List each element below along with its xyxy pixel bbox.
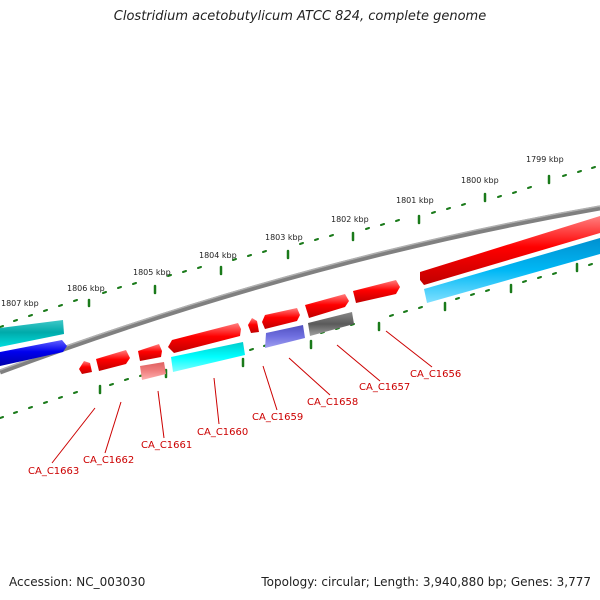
gene-label[interactable]: CA_C1656 <box>410 369 461 380</box>
ruler-label-1800: 1800 kbp <box>461 176 499 185</box>
gene-label[interactable]: CA_C1661 <box>141 440 192 451</box>
map-title: Clostridium acetobutylicum ATCC 824, com… <box>113 9 487 24</box>
gene-feature[interactable] <box>138 344 162 361</box>
ruler-label-1804: 1804 kbp <box>199 251 237 260</box>
inner-track <box>140 238 600 380</box>
gene-feature[interactable] <box>305 294 349 318</box>
gene-label[interactable]: CA_C1658 <box>307 397 358 408</box>
gene-label[interactable]: CA_C1660 <box>197 427 248 438</box>
gene-label[interactable]: CA_C1659 <box>252 412 303 423</box>
gene-feature[interactable] <box>96 350 130 371</box>
gene-feature[interactable] <box>248 318 259 333</box>
gene-feature[interactable] <box>0 340 67 366</box>
gene-feature[interactable] <box>140 362 166 380</box>
gene-feature[interactable] <box>420 216 600 285</box>
gene-feature[interactable] <box>353 280 400 303</box>
ruler-label-1803: 1803 kbp <box>265 233 303 242</box>
genome-summary: Topology: circular; Length: 3,940,880 bp… <box>261 575 591 589</box>
ruler-label-1807: 1807 kbp <box>1 299 39 308</box>
accession-label: Accession: NC_003030 <box>9 575 146 589</box>
ruler-label-1802: 1802 kbp <box>331 215 369 224</box>
ruler-label-1806: 1806 kbp <box>67 284 105 293</box>
ruler-label-1801: 1801 kbp <box>396 196 434 205</box>
gene-feature[interactable] <box>171 342 245 372</box>
ruler-label-1805: 1805 kbp <box>133 268 171 277</box>
gene-feature[interactable] <box>265 325 305 348</box>
genome-backbone <box>0 205 600 375</box>
outer-track <box>0 216 600 374</box>
gene-label[interactable]: CA_C1657 <box>359 382 410 393</box>
gene-feature[interactable] <box>424 238 600 303</box>
gene-feature[interactable] <box>262 308 300 329</box>
gene-feature[interactable] <box>308 312 354 336</box>
gene-feature[interactable] <box>0 320 64 347</box>
gene-label[interactable]: CA_C1663 <box>28 466 79 477</box>
gene-label[interactable]: CA_C1662 <box>83 455 134 466</box>
gene-callouts <box>51 330 433 464</box>
gene-feature[interactable] <box>79 361 92 374</box>
ruler-label-1799: 1799 kbp <box>526 155 564 164</box>
gene-feature[interactable] <box>168 323 241 353</box>
outer-ruler <box>0 166 596 328</box>
